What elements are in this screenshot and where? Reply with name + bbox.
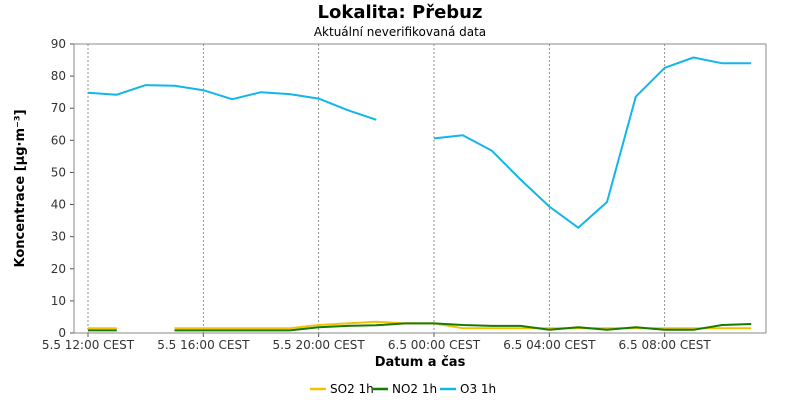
no2-1h-series-line bbox=[174, 322, 752, 332]
x-tick-label: 6.5 04:00 CEST bbox=[503, 338, 596, 352]
x-tick-label: 6.5 08:00 CEST bbox=[619, 338, 712, 352]
y-tick-label: 0 bbox=[58, 326, 66, 340]
y-axis: 0 10 20 30 40 50 60 70 80 90 bbox=[51, 37, 74, 340]
chart-subtitle: Aktuální neverifikovaná data bbox=[314, 25, 486, 39]
y-tick-label: 50 bbox=[51, 165, 66, 179]
x-tick-label: 5.5 16:00 CEST bbox=[157, 338, 250, 352]
y-tick-label: 30 bbox=[51, 230, 66, 244]
series-lines bbox=[87, 56, 752, 332]
legend: SO2 1h NO2 1h O3 1h bbox=[310, 382, 496, 396]
y-tick-label: 40 bbox=[51, 198, 66, 212]
x-tick-label: 6.5 00:00 CEST bbox=[388, 338, 481, 352]
y-tick-label: 90 bbox=[51, 37, 66, 51]
y-axis-label: Koncentrace [µg·m⁻³] bbox=[13, 109, 28, 267]
o3-1h-series-line bbox=[433, 56, 752, 229]
o3-1h-series-line bbox=[87, 84, 377, 121]
x-axis-label: Datum a čas bbox=[375, 355, 466, 370]
x-axis: 5.5 12:00 CEST 5.5 16:00 CEST 5.5 20:00 CE… bbox=[42, 333, 712, 352]
legend-item-label: SO2 1h bbox=[330, 382, 374, 396]
y-tick-label: 10 bbox=[51, 294, 66, 308]
y-tick-label: 60 bbox=[51, 133, 66, 147]
plot-area bbox=[74, 44, 766, 333]
chart-title: Lokalita: Přebuz bbox=[318, 2, 483, 23]
y-tick-label: 80 bbox=[51, 69, 66, 83]
legend-item-label: NO2 1h bbox=[392, 382, 437, 396]
grid-lines bbox=[87, 44, 666, 333]
legend-item-label: O3 1h bbox=[460, 382, 496, 396]
plot-frame bbox=[73, 43, 767, 334]
x-tick-label: 5.5 12:00 CEST bbox=[42, 338, 135, 352]
y-tick-label: 70 bbox=[51, 101, 66, 115]
x-tick-label: 5.5 20:00 CEST bbox=[273, 338, 366, 352]
y-tick-label: 20 bbox=[51, 262, 66, 276]
